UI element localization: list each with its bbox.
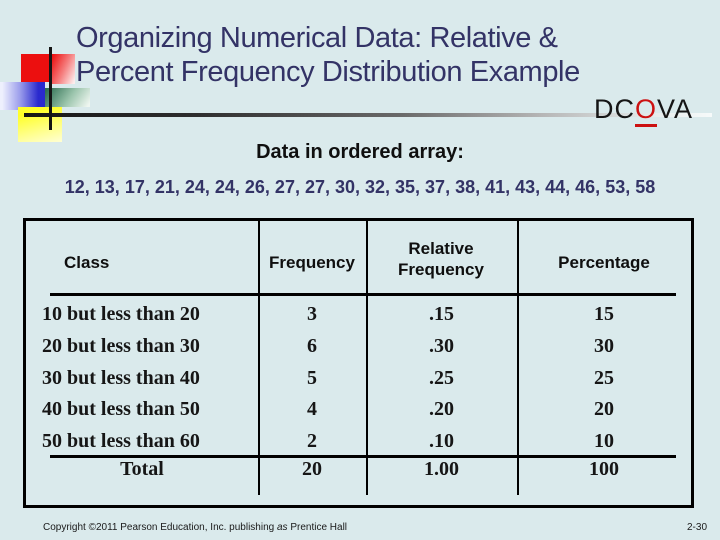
cell-relative-frequency: .25 (429, 367, 454, 389)
dcova-prefix: DC (594, 94, 635, 124)
decor-red-fade-square (50, 54, 75, 84)
dcova-label: DCOVA (594, 94, 693, 127)
header-relative-frequency: Relative Frequency (398, 239, 484, 279)
ordered-array-values: 12, 13, 17, 21, 24, 24, 26, 27, 27, 30, … (64, 177, 656, 197)
cell-frequency: 20 (302, 458, 322, 480)
table-row: 10 but less than 20 3 .15 15 (26, 303, 691, 326)
cell-frequency: 6 (307, 335, 317, 357)
decor-horizontal-line (24, 113, 712, 117)
cell-percentage: 100 (589, 458, 619, 480)
table-total-row: Total 20 1.00 100 (26, 458, 691, 481)
decor-vertical-line (49, 47, 52, 130)
decor-blue-square (0, 82, 45, 110)
cell-percentage: 10 (594, 430, 614, 452)
table-row: 40 but less than 50 4 .20 20 (26, 398, 691, 421)
cell-class: 40 but less than 50 (42, 398, 200, 420)
slide-title: Organizing Numerical Data: Relative & Pe… (76, 21, 580, 89)
cell-class: 50 but less than 60 (42, 430, 200, 452)
footer-page-number: 2-30 (686, 522, 707, 533)
cell-class: 10 but less than 20 (42, 303, 200, 325)
footer-copyright-tail: Prentice Hall (287, 522, 348, 533)
ordered-array-heading: Data in ordered array: (256, 141, 464, 163)
cell-class: 20 but less than 30 (42, 335, 200, 357)
cell-class: 30 but less than 40 (42, 367, 200, 389)
cell-percentage: 25 (594, 367, 614, 389)
table-header-underline (50, 293, 676, 296)
cell-relative-frequency: .10 (429, 430, 454, 452)
dcova-suffix: VA (657, 94, 694, 124)
footer-copyright: Copyright ©2011 Pearson Education, Inc. … (43, 522, 347, 533)
table-column-divider (366, 221, 368, 495)
decor-red-square (21, 54, 50, 82)
cell-relative-frequency: .30 (429, 335, 454, 357)
slide-title-line-1: Organizing Numerical Data: Relative & (76, 22, 558, 54)
cell-relative-frequency: .15 (429, 303, 454, 325)
dcova-letter-o: O (635, 96, 658, 127)
cell-relative-frequency: .20 (429, 398, 454, 420)
cell-percentage: 30 (594, 335, 614, 357)
decor-green-square (45, 88, 90, 107)
table-row: 20 but less than 30 6 .30 30 (26, 335, 691, 358)
cell-frequency: 3 (307, 303, 317, 325)
cell-frequency: 5 (307, 367, 317, 389)
cell-frequency: 2 (307, 430, 317, 452)
table-column-divider (258, 221, 260, 495)
header-percentage: Percentage (558, 253, 650, 272)
decor-yellow-square (18, 107, 62, 142)
table-row: 50 but less than 60 2 .10 10 (26, 430, 691, 453)
cell-percentage: 15 (594, 303, 614, 325)
table-total-rule (50, 455, 676, 458)
header-class: Class (64, 253, 110, 272)
table-column-divider (517, 221, 519, 495)
slide-title-line-2: Percent Frequency Distribution Example (76, 56, 580, 88)
footer-copyright-text: Copyright ©2011 Pearson Education, Inc. … (43, 522, 277, 533)
cell-class: Total (120, 458, 164, 480)
cell-relative-frequency: 1.00 (424, 458, 459, 480)
frequency-table: Class Frequency Relative Frequency Perce… (23, 218, 694, 508)
cell-percentage: 20 (594, 398, 614, 420)
header-frequency: Frequency (269, 253, 355, 272)
table-row: 30 but less than 40 5 .25 25 (26, 367, 691, 390)
cell-frequency: 4 (307, 398, 317, 420)
footer-copyright-as: as (277, 522, 288, 533)
